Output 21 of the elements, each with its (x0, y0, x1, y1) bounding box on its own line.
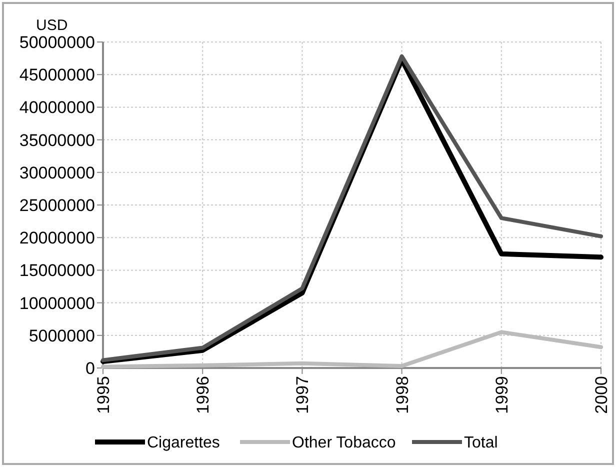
y-tick-label: 45000000 (19, 66, 95, 85)
y-tick-label: 0 (86, 358, 95, 378)
legend-label: Other Tobacco (292, 434, 396, 452)
y-tick-label: 40000000 (19, 98, 95, 118)
y-tick-label: 35000000 (19, 130, 95, 150)
y-tick-label: 30000000 (19, 163, 95, 182)
y-tick-label: 5000000 (28, 326, 95, 346)
x-tick-label: 1999 (492, 376, 512, 414)
x-tick-label: 2000 (592, 376, 611, 414)
y-axis-title: USD (36, 17, 68, 34)
y-tick-label: 10000000 (19, 294, 95, 313)
x-tick-label: 1998 (392, 376, 412, 414)
x-tick-label: 1996 (194, 376, 213, 414)
x-tick-label: 1995 (94, 376, 113, 414)
y-tick-label: 50000000 (19, 32, 95, 52)
legend-label: Cigarettes (147, 434, 220, 452)
x-tick-label: 1997 (293, 376, 312, 414)
y-tick-label: 15000000 (19, 261, 95, 280)
legend-label: Total (464, 434, 498, 452)
y-tick-label: 25000000 (19, 196, 95, 215)
y-tick-label: 20000000 (19, 228, 95, 248)
